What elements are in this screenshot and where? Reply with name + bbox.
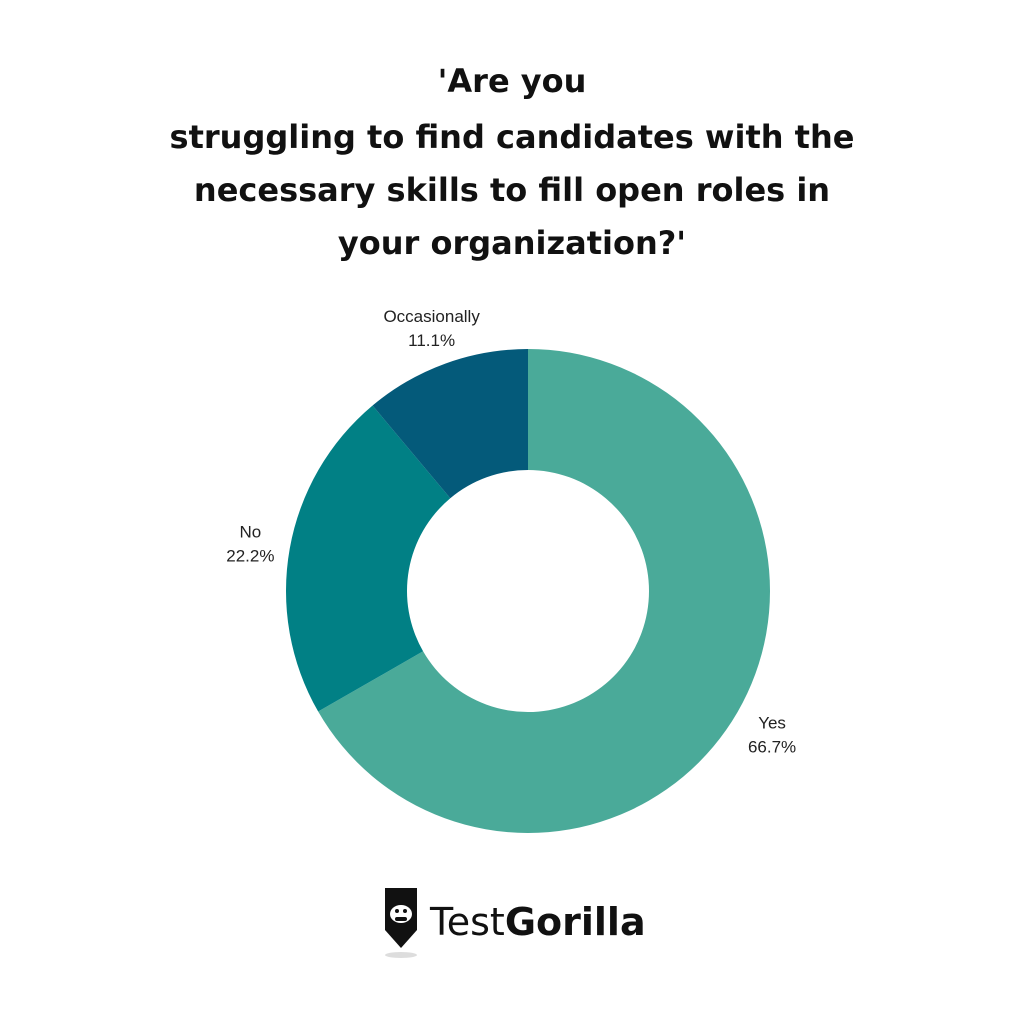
logo-eye bbox=[395, 909, 399, 913]
donut-slice bbox=[372, 349, 528, 499]
logo-mouth bbox=[395, 917, 407, 921]
logo-eye bbox=[403, 909, 407, 913]
chart-title-line: your organization?' bbox=[338, 224, 686, 262]
chart-title-line: necessary skills to fill open roles in bbox=[194, 171, 830, 209]
donut-slice bbox=[318, 349, 770, 833]
brand-logo: TestGorilla bbox=[385, 888, 646, 958]
slice-category-label: Occasionally bbox=[383, 307, 480, 326]
donut-slice bbox=[286, 405, 451, 712]
slice-value-label: 11.1% bbox=[408, 331, 455, 350]
slice-value-label: 66.7% bbox=[748, 737, 796, 756]
brand-prefix: Test bbox=[429, 900, 505, 944]
slice-category-label: Yes bbox=[758, 713, 786, 732]
brand-name: TestGorilla bbox=[429, 900, 646, 944]
brand-suffix: Gorilla bbox=[505, 900, 646, 944]
slice-value-label: 22.2% bbox=[226, 547, 274, 566]
slice-category-label: No bbox=[239, 523, 261, 542]
chart-title-line: struggling to find candidates with the bbox=[170, 118, 855, 156]
logo-shadow bbox=[385, 952, 417, 958]
chart-title-line: 'Are you bbox=[438, 62, 587, 100]
